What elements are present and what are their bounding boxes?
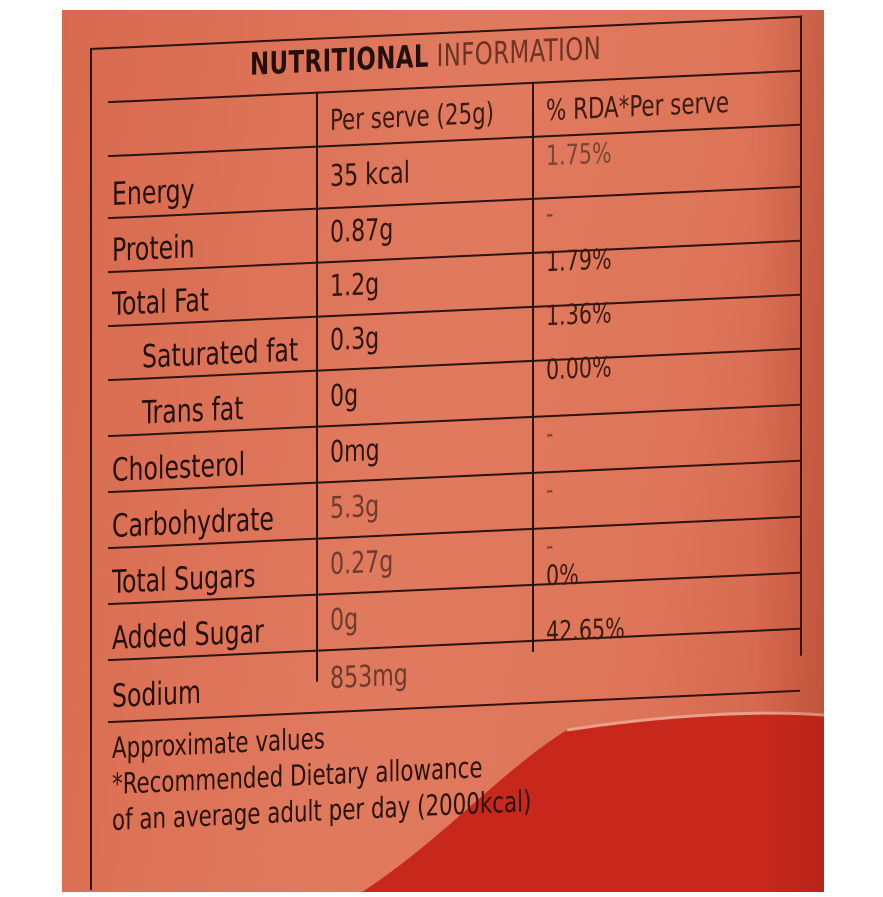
value-cholesterol: 0mg	[330, 432, 380, 471]
rda-added-sugar: 0%	[546, 557, 579, 593]
nutrient-cholesterol: Cholesterol	[112, 444, 246, 490]
row-divider	[108, 293, 800, 328]
rda-sodium: 42.65%	[546, 611, 625, 649]
value-saturated-fat: 0.3g	[330, 320, 380, 359]
row-divider	[108, 185, 800, 220]
nutrient-saturated-fat: Saturated fat	[142, 330, 299, 376]
panel-border-left	[90, 47, 92, 890]
nutrient-added-sugar: Added Sugar	[112, 612, 264, 658]
rda-total-sugars: -	[546, 528, 554, 563]
nutrient-total-sugars: Total Sugars	[112, 556, 256, 602]
rda-protein: -	[546, 196, 554, 231]
row-divider	[108, 239, 800, 274]
col-divider-2	[532, 81, 534, 652]
value-total-fat: 1.2g	[330, 266, 380, 305]
value-trans-fat: 0g	[330, 377, 359, 415]
value-energy: 35 kcal	[330, 155, 410, 195]
nutrient-trans-fat: Trans fat	[142, 389, 244, 432]
value-added-sugar: 0g	[330, 601, 359, 639]
value-total-sugars: 0.27g	[330, 544, 394, 583]
value-carbohydrate: 5.3g	[330, 488, 380, 527]
rda-cholesterol: -	[546, 416, 554, 451]
rda-energy: 1.75%	[546, 136, 612, 173]
nutrient-carbohydrate: Carbohydrate	[112, 499, 274, 546]
panel-border-right	[800, 15, 802, 656]
rda-trans-fat: 0.00%	[546, 350, 612, 387]
rda-carbohydrate: -	[546, 472, 554, 507]
rda-total-fat: 1.79%	[546, 242, 612, 279]
nutrient-energy: Energy	[112, 171, 195, 214]
package-surface: NUTRITIONAL INFORMATION Per serve (25g) …	[62, 10, 824, 892]
value-sodium: 853mg	[330, 657, 408, 697]
nutrition-panel: NUTRITIONAL INFORMATION Per serve (25g) …	[90, 10, 802, 890]
nutrient-protein: Protein	[112, 227, 195, 270]
col-header-per-serve: Per serve (25g)	[330, 95, 495, 138]
footnote-divider	[108, 689, 800, 724]
nutrient-sodium: Sodium	[112, 672, 201, 716]
col-header-rda: % RDA*Per serve	[546, 84, 730, 128]
value-protein: 0.87g	[330, 212, 394, 251]
nutrient-total-fat: Total Fat	[112, 280, 210, 324]
rda-saturated-fat: 1.36%	[546, 296, 612, 333]
